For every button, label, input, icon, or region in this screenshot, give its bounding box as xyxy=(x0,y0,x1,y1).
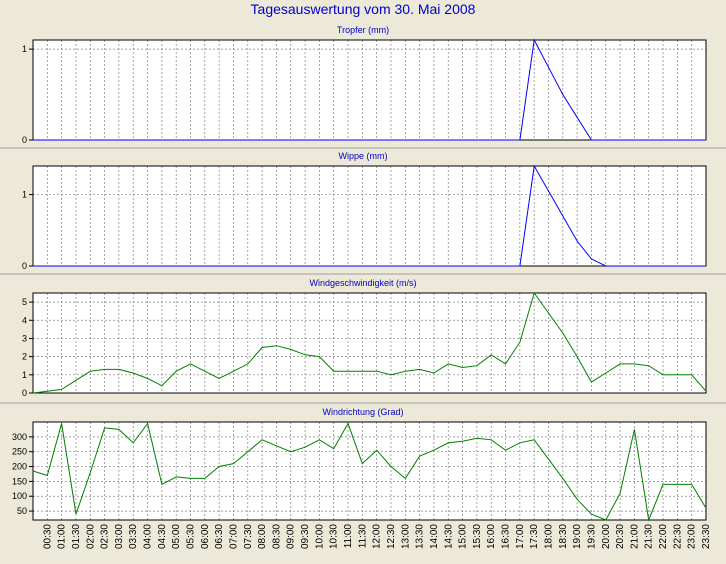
y-tick-label: 50 xyxy=(17,506,27,516)
y-tick-label: 1 xyxy=(22,190,27,200)
x-tick-label: 03:00 xyxy=(114,524,125,549)
x-tick-label: 15:00 xyxy=(458,524,469,549)
x-tick-label: 02:00 xyxy=(85,524,96,549)
x-tick-label: 11:00 xyxy=(343,524,354,549)
y-tick-label: 150 xyxy=(12,476,27,486)
series-line-1 xyxy=(32,291,707,394)
y-tick-label: 4 xyxy=(22,315,27,325)
y-tick-label: 0 xyxy=(22,261,27,271)
x-tick-label: 09:00 xyxy=(286,524,297,549)
x-tick-label: 14:00 xyxy=(429,524,440,549)
panel-title: Windrichtung (Grad) xyxy=(322,407,403,417)
plot-background xyxy=(33,293,706,393)
x-tick-label: 04:30 xyxy=(157,524,168,549)
y-tick-label: 3 xyxy=(22,333,27,343)
x-tick-label: 17:00 xyxy=(515,524,526,549)
x-tick-label: 11:30 xyxy=(357,524,368,549)
x-tick-label: 07:30 xyxy=(243,524,254,549)
x-tick-label: 06:30 xyxy=(214,524,225,549)
x-tick-label: 01:00 xyxy=(57,524,68,549)
plot-frame xyxy=(32,292,707,394)
x-tick-label: 20:00 xyxy=(601,524,612,549)
panel-title: Tropfer (mm) xyxy=(337,25,389,35)
x-tick-label: 14:30 xyxy=(443,524,454,549)
x-tick-label: 08:00 xyxy=(257,524,268,549)
panel-1: Tropfer (mm) 0 1 xyxy=(22,25,707,145)
panel-4: Windrichtung (Grad) 50 100 150 200 250 300 xyxy=(12,407,707,522)
x-tick-label: 16:30 xyxy=(501,524,512,549)
x-tick-label: 12:30 xyxy=(386,524,397,549)
y-tick-label: 2 xyxy=(22,352,27,362)
y-tick-label: 1 xyxy=(22,44,27,54)
panel-2: Wippe (mm) 0 1 xyxy=(22,151,707,271)
x-tick-label: 21:30 xyxy=(644,524,655,549)
y-tick-label: 0 xyxy=(22,388,27,398)
y-tick-label: 300 xyxy=(12,432,27,442)
plot-background xyxy=(33,40,706,140)
panel-title: Windgeschwindigkeit (m/s) xyxy=(309,278,416,288)
series-line-1 xyxy=(32,422,707,522)
x-tick-label: 00:30 xyxy=(42,524,53,549)
y-tick-label: 250 xyxy=(12,447,27,457)
x-tick-label: 18:00 xyxy=(543,524,554,549)
x-tick-label: 23:30 xyxy=(701,524,712,549)
plot-background xyxy=(33,166,706,266)
page-title: Tagesauswertung vom 30. Mai 2008 xyxy=(250,1,476,17)
x-tick-label: 03:30 xyxy=(128,524,139,549)
y-tick-label: 0 xyxy=(22,135,27,145)
plot-background xyxy=(33,422,706,520)
x-tick-label: 21:00 xyxy=(629,524,640,549)
x-tick-label: 06:00 xyxy=(200,524,211,549)
panel-3: Windgeschwindigkeit (m/s) 0 1 2 3 4 5 xyxy=(22,278,707,398)
x-tick-label: 15:30 xyxy=(472,524,483,549)
x-tick-label: 13:00 xyxy=(400,524,411,549)
series-line-1 xyxy=(33,38,706,141)
x-tick-label: 13:30 xyxy=(415,524,426,549)
y-tick-label: 1 xyxy=(22,370,27,380)
y-tick-label: 200 xyxy=(12,462,27,472)
x-tick-label: 05:00 xyxy=(171,524,182,549)
y-tick-label: 5 xyxy=(22,297,27,307)
x-tick-label: 19:00 xyxy=(572,524,583,549)
x-tick-label: 22:30 xyxy=(672,524,683,549)
x-tick-label: 18:30 xyxy=(558,524,569,549)
x-tick-label: 01:30 xyxy=(71,524,82,549)
x-tick-label: 10:00 xyxy=(314,524,325,549)
x-tick-label: 05:30 xyxy=(186,524,197,549)
x-tick-label: 10:30 xyxy=(329,524,340,549)
x-tick-label: 19:30 xyxy=(586,524,597,549)
y-tick-label: 100 xyxy=(12,491,27,501)
x-tick-label: 08:30 xyxy=(271,524,282,549)
x-tick-label: 04:00 xyxy=(143,524,154,549)
panel-title: Wippe (mm) xyxy=(339,151,388,161)
x-tick-label: 09:30 xyxy=(300,524,311,549)
x-tick-label: 17:30 xyxy=(529,524,540,549)
x-tick-label: 16:00 xyxy=(486,524,497,549)
x-tick-label: 07:00 xyxy=(228,524,239,549)
x-tick-label: 12:00 xyxy=(372,524,383,549)
x-tick-label: 22:00 xyxy=(658,524,669,549)
x-tick-label: 02:30 xyxy=(100,524,111,549)
series-line-1 xyxy=(33,164,706,267)
x-tick-label: 23:00 xyxy=(687,524,698,549)
x-tick-label: 20:30 xyxy=(615,524,626,549)
